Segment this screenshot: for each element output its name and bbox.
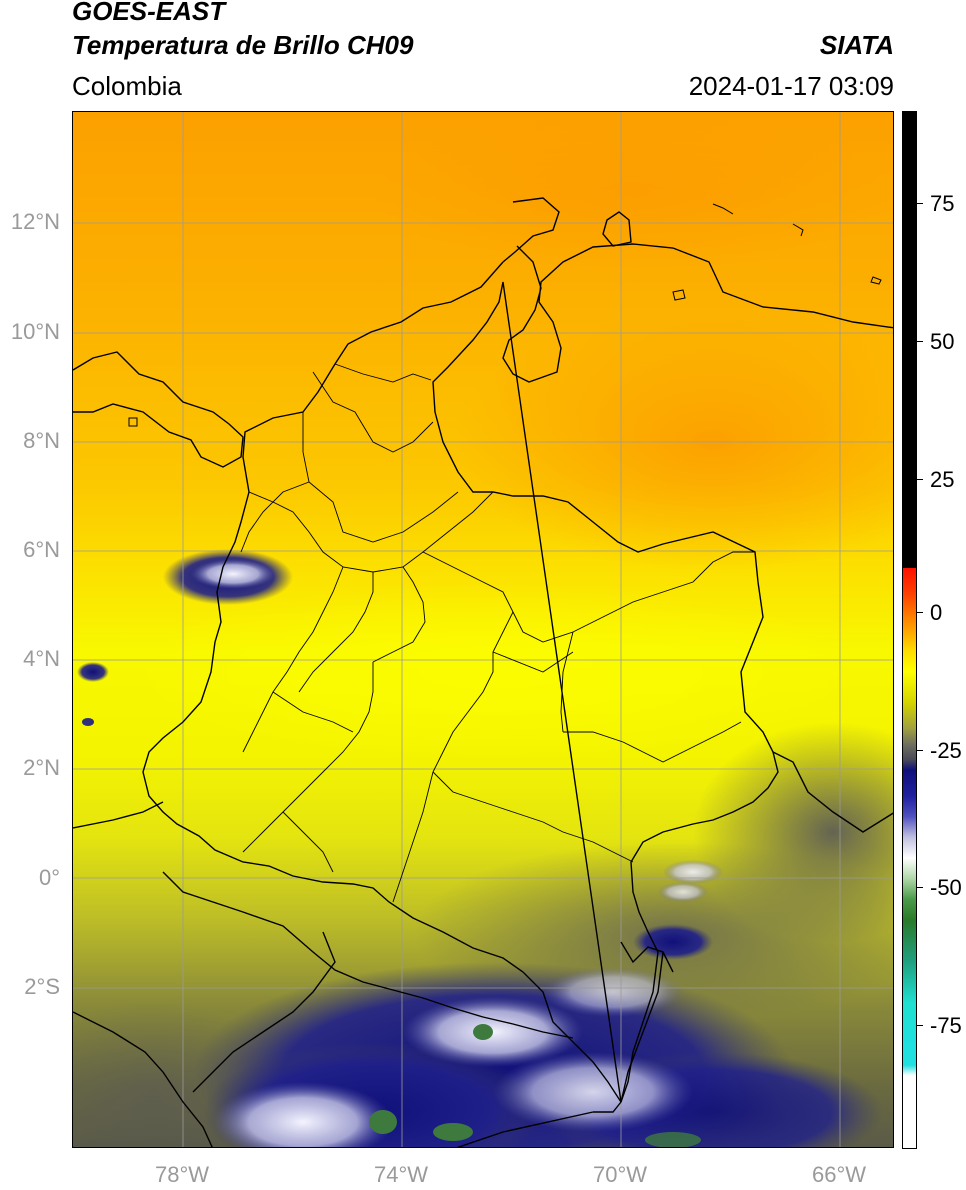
lat-label: 10°N — [10, 319, 60, 344]
map-canvas — [73, 112, 893, 1147]
product-title: GOES-EAST — [72, 0, 226, 26]
lon-label: 78°W — [154, 1162, 210, 1187]
brightness-temperature-map — [72, 111, 894, 1148]
lat-label: 8°N — [23, 428, 60, 453]
colorbar-tick — [917, 612, 923, 613]
colorbar-label: -50 — [930, 875, 962, 900]
graticule — [73, 112, 893, 1147]
product-subtitle: Temperatura de Brillo CH09 — [72, 30, 414, 60]
lon-label: 66°W — [811, 1162, 867, 1187]
temperature-colorbar — [902, 111, 917, 1149]
lon-label: 70°W — [592, 1162, 648, 1187]
lon-label: 74°W — [373, 1162, 429, 1187]
colorbar-label: 50 — [930, 329, 955, 354]
colorbar-tick — [917, 750, 923, 751]
colorbar-label: -75 — [930, 1013, 962, 1038]
colorbar-tick — [917, 479, 923, 480]
lat-label: 2°S — [24, 974, 60, 999]
lat-label: 4°N — [23, 646, 60, 671]
lat-label: 0° — [38, 865, 60, 890]
colorbar-tick — [917, 341, 923, 342]
colorbar-label: 0 — [930, 600, 943, 625]
colorbar-label: 25 — [930, 467, 955, 492]
colorbar-label: 75 — [930, 191, 955, 216]
country-borders — [73, 197, 893, 1147]
lat-label: 6°N — [23, 537, 60, 562]
colorbar-tick — [917, 203, 923, 204]
lat-label: 2°N — [23, 755, 60, 780]
colorbar-label: -25 — [930, 738, 962, 763]
lat-label: 12°N — [10, 209, 60, 234]
cold-core — [369, 1110, 397, 1134]
datetime-label: 2024-01-17 03:09 — [688, 71, 894, 101]
region-label: Colombia — [72, 71, 182, 101]
department-borders — [240, 363, 755, 903]
colorbar-tick — [917, 887, 923, 888]
colorbar-tick — [917, 1025, 923, 1026]
brand-label: SIATA — [819, 30, 894, 60]
